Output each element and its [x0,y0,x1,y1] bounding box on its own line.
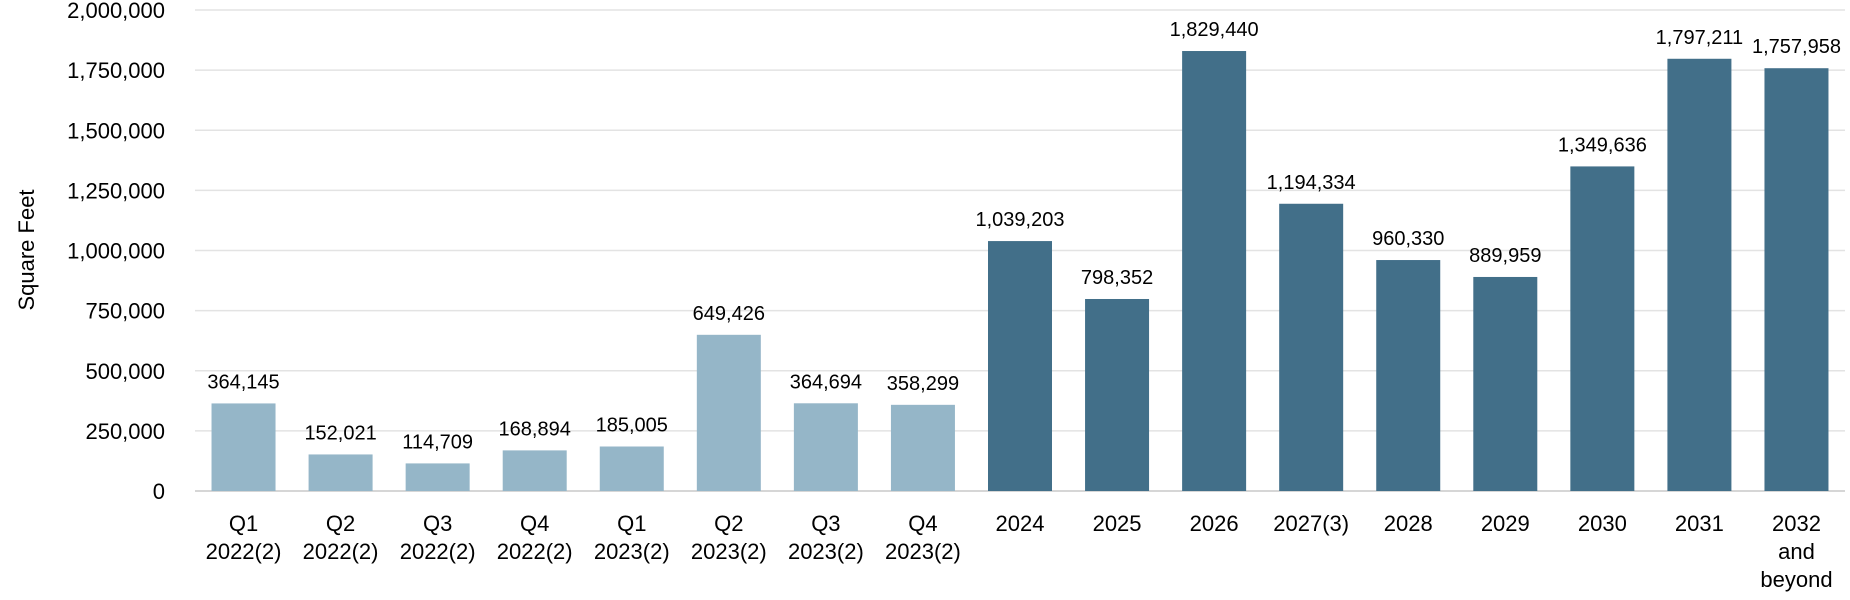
data-label: 1,829,440 [1170,19,1259,41]
y-tick-label: 1,000,000 [67,239,165,264]
bar [1085,298,1150,491]
bar [1182,51,1247,491]
bar [405,463,470,491]
data-label: 889,959 [1469,245,1541,267]
y-tick-label: 0 [153,479,165,504]
x-tick-label: 2029 [1481,511,1530,536]
x-tick-label: beyond [1760,567,1832,592]
data-label: 152,021 [304,422,376,444]
data-label: 168,894 [499,418,571,440]
bar [502,450,567,491]
bar [793,403,858,491]
x-tick-label: and [1778,539,1815,564]
x-tick-label: 2023(2) [885,539,961,564]
x-tick-label: 2028 [1384,511,1433,536]
bar [1764,68,1829,492]
x-tick-label: 2023(2) [788,539,864,564]
x-tick-label: Q1 [617,511,646,536]
x-tick-label: 2032 [1772,511,1821,536]
data-label: 649,426 [693,303,765,325]
x-axis: Q1 2022(2) Q2 2022(2) Q3 2022(2) Q4 2022(2) Q1 20… [206,511,1833,592]
x-tick-label: 2026 [1190,511,1239,536]
x-tick-label: 2023(2) [594,539,670,564]
bar [1473,276,1538,491]
bar [890,404,955,491]
bar [1570,166,1635,491]
x-tick-label: 2022(2) [400,539,476,564]
data-label: 960,330 [1372,228,1444,250]
x-tick-label: 2022(2) [303,539,379,564]
data-label: 1,349,636 [1558,134,1647,156]
bar [988,241,1052,491]
x-tick-label: Q3 [423,511,452,536]
data-label: 358,299 [887,373,959,395]
bar [308,454,373,491]
x-tick-label: Q3 [811,511,840,536]
x-tick-label: Q2 [326,511,355,536]
bar [599,446,664,491]
bar [696,334,761,491]
x-tick-label: 2025 [1093,511,1142,536]
data-label: 798,352 [1081,267,1153,289]
y-tick-label: 1,750,000 [67,58,165,83]
x-tick-label: Q2 [714,511,743,536]
data-label: 114,709 [402,431,473,453]
bar [1667,58,1732,492]
x-tick-label: Q1 [229,511,258,536]
x-tick-label: 2027(3) [1273,511,1349,536]
y-tick-label: 750,000 [85,299,165,324]
data-labels: 364,145 152,021 114,709 168,894 185,005 649,4… [207,19,1841,453]
data-label: 364,694 [790,371,862,393]
y-tick-label: 250,000 [85,419,165,444]
data-label: 1,194,334 [1267,172,1356,194]
x-tick-label: Q4 [908,511,937,536]
x-tick-label: 2030 [1578,511,1627,536]
bar [1279,203,1344,491]
y-tick-label: 1,500,000 [67,118,165,143]
y-tick-label: 2,000,000 [67,0,165,23]
bars [211,51,1829,492]
data-label: 185,005 [596,415,668,437]
y-axis: 0 250,000 500,000 750,000 1,000,000 1,250,000… [67,0,165,504]
x-tick-label: 2022(2) [206,539,282,564]
data-label: 364,145 [207,371,279,393]
y-tick-label: 500,000 [85,359,165,384]
x-tick-label: 2031 [1675,511,1724,536]
bar [1376,260,1441,491]
data-label: 1,797,211 [1656,27,1744,49]
bar [211,403,276,491]
y-tick-label: 1,250,000 [67,178,165,203]
x-tick-label: Q4 [520,511,549,536]
data-label: 1,757,958 [1752,36,1841,58]
x-tick-label: 2024 [996,511,1045,536]
y-axis-title: Square Feet [14,189,39,310]
x-tick-label: 2022(2) [497,539,573,564]
data-label: 1,039,203 [976,209,1065,231]
x-tick-label: 2023(2) [691,539,767,564]
